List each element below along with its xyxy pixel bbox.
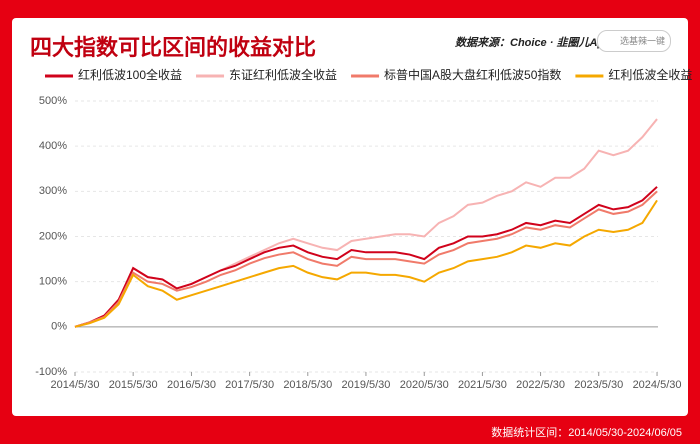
footer: 数据统计区间：2014/05/30-2024/06/05 (491, 427, 682, 439)
y-tick-label: 300% (39, 185, 67, 197)
x-tick-label: 2018/5/30 (283, 379, 332, 391)
legend-label: 红利低波全收益 (608, 67, 692, 82)
chart-title: 四大指数可比区间的收益对比 (30, 35, 317, 60)
series-line (74, 190, 658, 328)
x-tick-label: 2020/5/30 (400, 379, 449, 391)
y-tick-label: -100% (35, 366, 67, 378)
search-box[interactable]: 选基辣一键 (597, 30, 671, 52)
x-tick-label: 2015/5/30 (109, 379, 158, 391)
x-tick-label: 2024/5/30 (633, 379, 682, 391)
x-tick-label: 2014/5/30 (51, 379, 100, 391)
x-tick-label: 2022/5/30 (516, 379, 565, 391)
card (12, 18, 688, 416)
series-line (74, 186, 658, 328)
x-tick-label: 2016/5/30 (167, 379, 216, 391)
legend-label: 标普中国A股大盘红利低波50指数 (384, 67, 561, 82)
series-line (74, 199, 658, 328)
y-tick-label: 200% (39, 230, 67, 242)
x-tick-label: 2021/5/30 (458, 379, 507, 391)
x-tick-label: 2023/5/30 (574, 379, 623, 391)
legend-label: 东证红利低波全收益 (229, 67, 337, 82)
y-tick-label: 400% (39, 140, 67, 152)
source: 数据来源：Choice · 韭圈儿App (455, 37, 611, 49)
x-tick-label: 2017/5/30 (225, 379, 274, 391)
y-tick-label: 0% (51, 321, 67, 333)
y-tick-label: 500% (39, 95, 67, 107)
x-tick-label: 2019/5/30 (341, 379, 390, 391)
y-tick-label: 100% (39, 276, 67, 288)
legend-label: 红利低波100全收益 (78, 67, 182, 82)
